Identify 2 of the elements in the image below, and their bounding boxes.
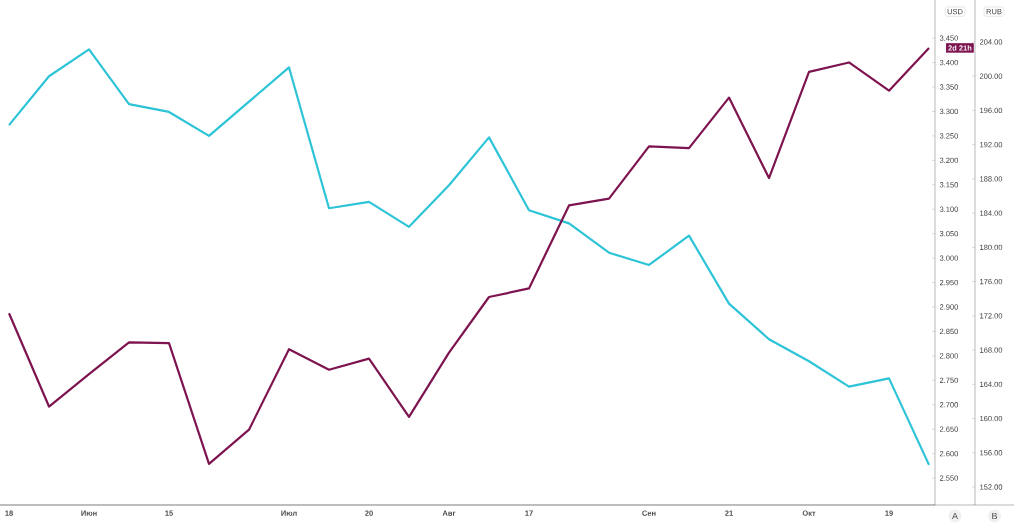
text: A	[952, 512, 958, 520]
text: B	[992, 512, 998, 520]
